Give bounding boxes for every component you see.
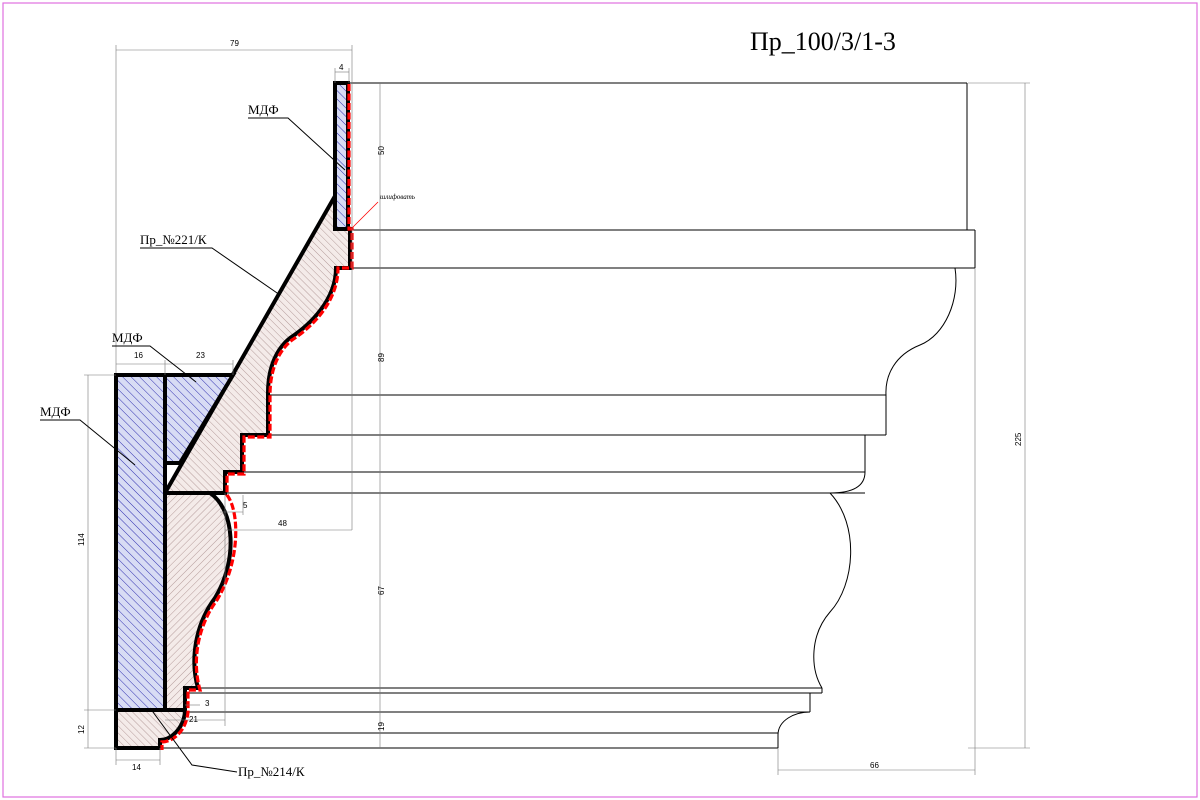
profile-221-section xyxy=(161,188,352,495)
dim-3: 3 xyxy=(205,699,210,708)
callout-profile-221: Пр_№221/К xyxy=(140,232,207,247)
dim-48: 48 xyxy=(278,519,287,528)
dim-50: 50 xyxy=(377,146,386,155)
sanding-line xyxy=(160,84,354,750)
dim-19: 19 xyxy=(377,722,386,731)
dim-4: 4 xyxy=(339,63,344,72)
callout-profile-214: Пр_№214/К xyxy=(238,764,305,779)
dimension-lines xyxy=(84,45,1030,775)
profile-elevation xyxy=(160,82,976,749)
callout-mdf-left: МДФ xyxy=(40,404,71,419)
dim-66: 66 xyxy=(870,761,879,770)
callout-sanding: шлифовать xyxy=(380,193,415,201)
profile-bottom-section xyxy=(114,708,187,750)
dim-16: 16 xyxy=(134,351,143,360)
dim-225: 225 xyxy=(1014,432,1023,446)
dim-5: 5 xyxy=(243,501,248,510)
dim-14: 14 xyxy=(132,763,141,772)
dim-12: 12 xyxy=(77,725,86,734)
drawing-title: Пр_100/3/1-3 xyxy=(750,27,896,56)
callout-mdf-top: МДФ xyxy=(248,102,279,117)
callout-mdf-middle: МДФ xyxy=(112,330,143,345)
dim-79: 79 xyxy=(230,39,239,48)
dim-89: 89 xyxy=(377,353,386,362)
dim-114: 114 xyxy=(77,533,86,546)
leader-lines xyxy=(40,117,379,773)
mdf-left-board xyxy=(114,373,167,712)
dim-21: 21 xyxy=(189,715,198,724)
dim-67: 67 xyxy=(377,586,386,595)
dim-23: 23 xyxy=(196,351,205,360)
